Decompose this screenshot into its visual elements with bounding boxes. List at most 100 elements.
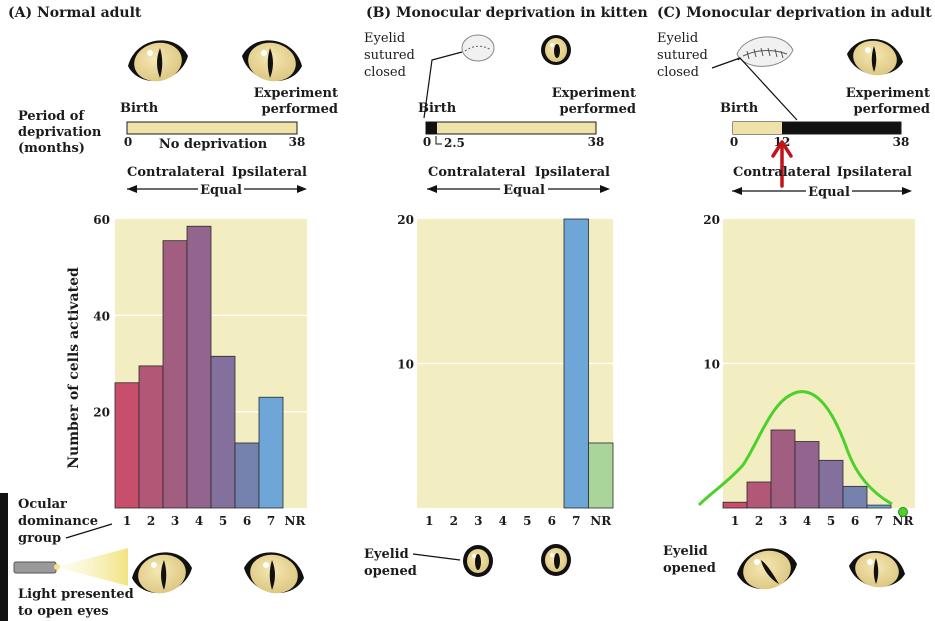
dominance-scale-b: Contralateral Ipsilateral Equal — [427, 165, 610, 198]
eye-open-icon — [242, 40, 302, 82]
svg-text:Eyelid: Eyelid — [364, 31, 405, 46]
red-arrow-annotation — [771, 140, 793, 188]
x-tick-label: 4 — [499, 514, 507, 528]
svg-text:performed: performed — [560, 102, 636, 117]
y-tick-label: 60 — [93, 213, 110, 227]
svg-text:Period of: Period of — [18, 109, 85, 124]
y-tick-label: 10 — [397, 358, 414, 372]
y-tick-label: 40 — [93, 309, 110, 323]
green-dot-annotation — [898, 507, 908, 517]
svg-text:closed: closed — [364, 65, 406, 80]
svg-text:sutured: sutured — [657, 48, 708, 63]
y-tick-label: 20 — [703, 213, 720, 227]
x-tick-label: 4 — [195, 514, 203, 528]
bar-group-1 — [722, 501, 748, 509]
bar-group-1 — [114, 382, 140, 509]
x-tick-label: NR — [590, 514, 612, 528]
bar-group-4 — [794, 441, 820, 509]
eye-open-icon — [847, 39, 903, 76]
eye-open-icon — [849, 551, 905, 588]
svg-text:0: 0 — [730, 135, 738, 149]
svg-text:0: 0 — [124, 135, 132, 149]
bar-group-6 — [842, 485, 868, 509]
left-edge-bar — [0, 493, 8, 621]
bar-group-5 — [210, 355, 236, 509]
svg-text:Experiment: Experiment — [552, 86, 636, 101]
x-tick-label: 6 — [851, 514, 859, 528]
bar-group-5 — [818, 459, 844, 509]
svg-text:Contralateral: Contralateral — [127, 165, 225, 180]
x-tick-label: 2 — [147, 514, 155, 528]
svg-text:Equal: Equal — [808, 185, 850, 200]
eyelid-opened-label-c: Eyelid opened — [663, 544, 716, 576]
svg-text:opened: opened — [364, 564, 417, 579]
x-tick-label: 1 — [123, 514, 131, 528]
svg-text:Experiment: Experiment — [846, 86, 930, 101]
eye-open-icon — [244, 552, 304, 594]
x-tick-label: 2 — [755, 514, 763, 528]
bar-group-2 — [138, 365, 164, 509]
eye-sutured-icon — [461, 34, 495, 62]
light-source-icon — [13, 548, 128, 586]
panel-c-title: (C) Monocular deprivation in adult — [657, 5, 932, 21]
chart-panel-b: 10 20 1 2 3 4 5 6 7 NR — [397, 213, 614, 528]
bar-group-4 — [186, 225, 212, 509]
eyelid-opened-label-b: Eyelid opened — [364, 547, 461, 579]
svg-text:deprivation: deprivation — [18, 125, 102, 140]
eye-open-icon — [737, 548, 797, 590]
sutured-label-b: Eyelid sutured closed — [364, 31, 463, 119]
x-tick-label: 5 — [523, 514, 531, 528]
svg-text:performed: performed — [854, 102, 930, 117]
svg-text:38: 38 — [588, 135, 605, 149]
ocular-dominance-group-label: Ocular dominance group — [18, 497, 113, 546]
svg-text:Eyelid: Eyelid — [663, 544, 708, 559]
y-tick-label: 20 — [93, 406, 110, 420]
bar-group-nr — [588, 442, 614, 509]
y-tick-label: 10 — [703, 358, 720, 372]
svg-text:Contralateral: Contralateral — [733, 165, 831, 180]
svg-text:Equal: Equal — [200, 183, 242, 198]
svg-text:38: 38 — [893, 135, 910, 149]
svg-text:Light presented: Light presented — [18, 587, 134, 602]
eye-sutured-icon — [736, 36, 794, 67]
x-tick-label: 6 — [548, 514, 556, 528]
bar-group-7 — [258, 396, 284, 509]
svg-text:Eyelid: Eyelid — [364, 547, 409, 562]
x-tick-label: 5 — [219, 514, 227, 528]
eye-open-icon — [132, 552, 192, 594]
svg-text:0: 0 — [423, 135, 431, 149]
svg-text:Ipsilateral: Ipsilateral — [232, 165, 307, 180]
svg-text:performed: performed — [262, 102, 338, 117]
y-tick-label: 20 — [397, 213, 414, 227]
x-tick-label: 7 — [875, 514, 883, 528]
svg-text:Birth: Birth — [418, 101, 457, 116]
timeline-b: Birth Experiment performed 0 2.5 38 — [418, 86, 636, 150]
svg-text:Contralateral: Contralateral — [428, 165, 526, 180]
svg-text:Experiment: Experiment — [254, 86, 338, 101]
bar-group-7 — [563, 218, 589, 509]
no-deprivation-label: No deprivation — [159, 137, 268, 152]
svg-text:Ocular: Ocular — [18, 497, 67, 512]
green-curve-annotation — [697, 390, 893, 507]
svg-text:group: group — [18, 531, 61, 546]
timeline-c: Birth Experiment performed 0 12 38 — [720, 86, 930, 188]
x-tick-label: 4 — [803, 514, 811, 528]
x-tick-label: NR — [285, 514, 307, 528]
svg-text:2.5: 2.5 — [444, 136, 465, 150]
bar-group-3 — [162, 240, 188, 509]
y-axis-label: Number of cells activated — [66, 267, 82, 469]
panel-b-title: (B) Monocular deprivation in kitten — [366, 5, 648, 21]
eye-open-icon — [128, 40, 188, 82]
x-tick-label: 6 — [243, 514, 251, 528]
x-tick-label: NR — [893, 514, 915, 528]
bar-group-2 — [746, 481, 772, 509]
timeline-a: Birth Experiment performed 0 38 No depri… — [120, 86, 338, 152]
panel-a-title: (A) Normal adult — [8, 5, 142, 21]
svg-text:Birth: Birth — [120, 101, 159, 116]
chart-panel-c: 10 20 1 2 3 4 5 6 7 NR — [703, 213, 915, 528]
x-tick-label: 3 — [474, 514, 482, 528]
bar-group-3 — [770, 429, 796, 509]
svg-text:38: 38 — [289, 135, 306, 149]
chart-panel-a: 20 40 60 1 2 3 4 5 6 7 NR — [93, 213, 307, 528]
